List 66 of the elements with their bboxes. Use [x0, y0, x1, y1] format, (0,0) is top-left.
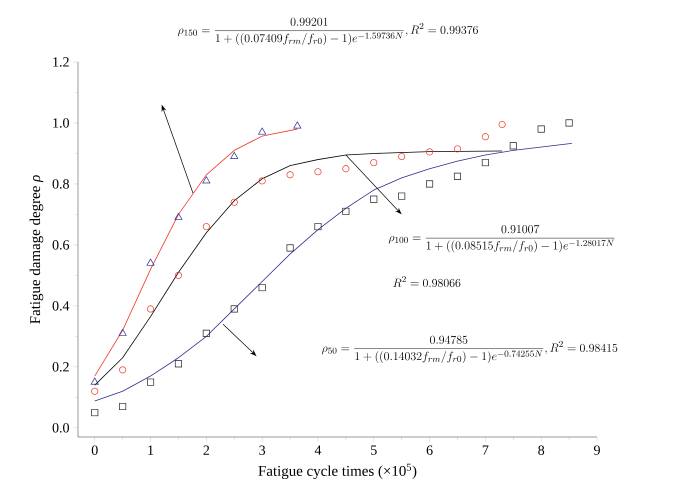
point: [426, 148, 434, 156]
y-tick-label: 1.2: [53, 57, 69, 67]
text: $\rho_{150} = \frac{0.99201}{1+((0.07409 f_{rm}/f_{r0})-1)e^{-1.59736N}}, R^2 = 0.99376$: [178, 18, 478, 46]
point: [119, 366, 126, 374]
point: [454, 172, 462, 180]
point: [90, 378, 99, 385]
point: [91, 388, 98, 395]
point: [230, 305, 238, 312]
point: [147, 378, 154, 386]
annotation: $\rho_{50} = \frac{0.94785}{1+((0.14032 f_{rm}/f_{r0})-1)e^{-0.74255N}}, R^2 = 0.98415$: [322, 336, 618, 364]
point: [258, 177, 266, 184]
point: [342, 165, 350, 172]
point: [286, 244, 294, 252]
x-tick-label: 9: [594, 446, 600, 455]
point: [482, 159, 489, 166]
point: [230, 198, 238, 206]
point: [370, 159, 378, 166]
point: [314, 223, 322, 230]
point: [454, 145, 462, 152]
x-tick-label: 8: [538, 445, 544, 455]
y-tick-label: 0.4: [52, 301, 70, 311]
point: [174, 212, 182, 220]
point: [342, 208, 350, 215]
x-tick-label: 7: [482, 445, 488, 455]
x-tick-label: 6: [426, 446, 433, 455]
line-series: [94, 128, 298, 376]
point: [119, 402, 126, 410]
point: [566, 119, 573, 127]
x-tick-label: 4: [314, 445, 322, 455]
x-tick-label: 1: [148, 445, 154, 455]
point: [230, 152, 238, 159]
point: [202, 330, 210, 337]
point: [293, 121, 302, 128]
point: [258, 128, 266, 135]
annotation: $\rho_{100} = \frac{0.91007}{1+((0.08515 f_{rm}/f_{r0})-1)e^{-1.28017N}}$: [388, 224, 615, 252]
point: [202, 223, 210, 230]
y-tick-label: 0.6: [52, 240, 70, 250]
point: [258, 284, 266, 292]
y-tick-label: 0.0: [52, 423, 69, 433]
x-axis-title: Fatigue cycle times (×10$^{5}$): [258, 464, 416, 480]
point: [314, 168, 322, 176]
point: [174, 360, 182, 368]
point: [398, 152, 406, 160]
point: [146, 258, 155, 266]
point: [370, 196, 378, 203]
point: [147, 305, 154, 312]
point: [202, 176, 210, 184]
point: [174, 272, 182, 279]
y-axis-title: Fatigue damage degree ρ: [30, 175, 44, 324]
x-tick-label: 2: [203, 446, 210, 455]
x-tick-label: 3: [259, 446, 266, 455]
point: [538, 126, 545, 133]
point: [398, 192, 406, 200]
point: [498, 120, 506, 128]
x-tick-label: 5: [371, 445, 377, 455]
y-tick-label: 0.2: [52, 362, 69, 372]
point: [91, 409, 98, 416]
point: [510, 142, 517, 150]
point: [482, 133, 489, 140]
y-tick-label: 0.8: [52, 179, 69, 189]
y-tick-label: 1.0: [53, 118, 69, 128]
point: [286, 171, 294, 178]
annotation: $R^2 = 0.98066$: [393, 276, 460, 288]
point: [118, 328, 127, 336]
point: [426, 180, 434, 188]
x-tick-label: 0: [92, 445, 98, 455]
